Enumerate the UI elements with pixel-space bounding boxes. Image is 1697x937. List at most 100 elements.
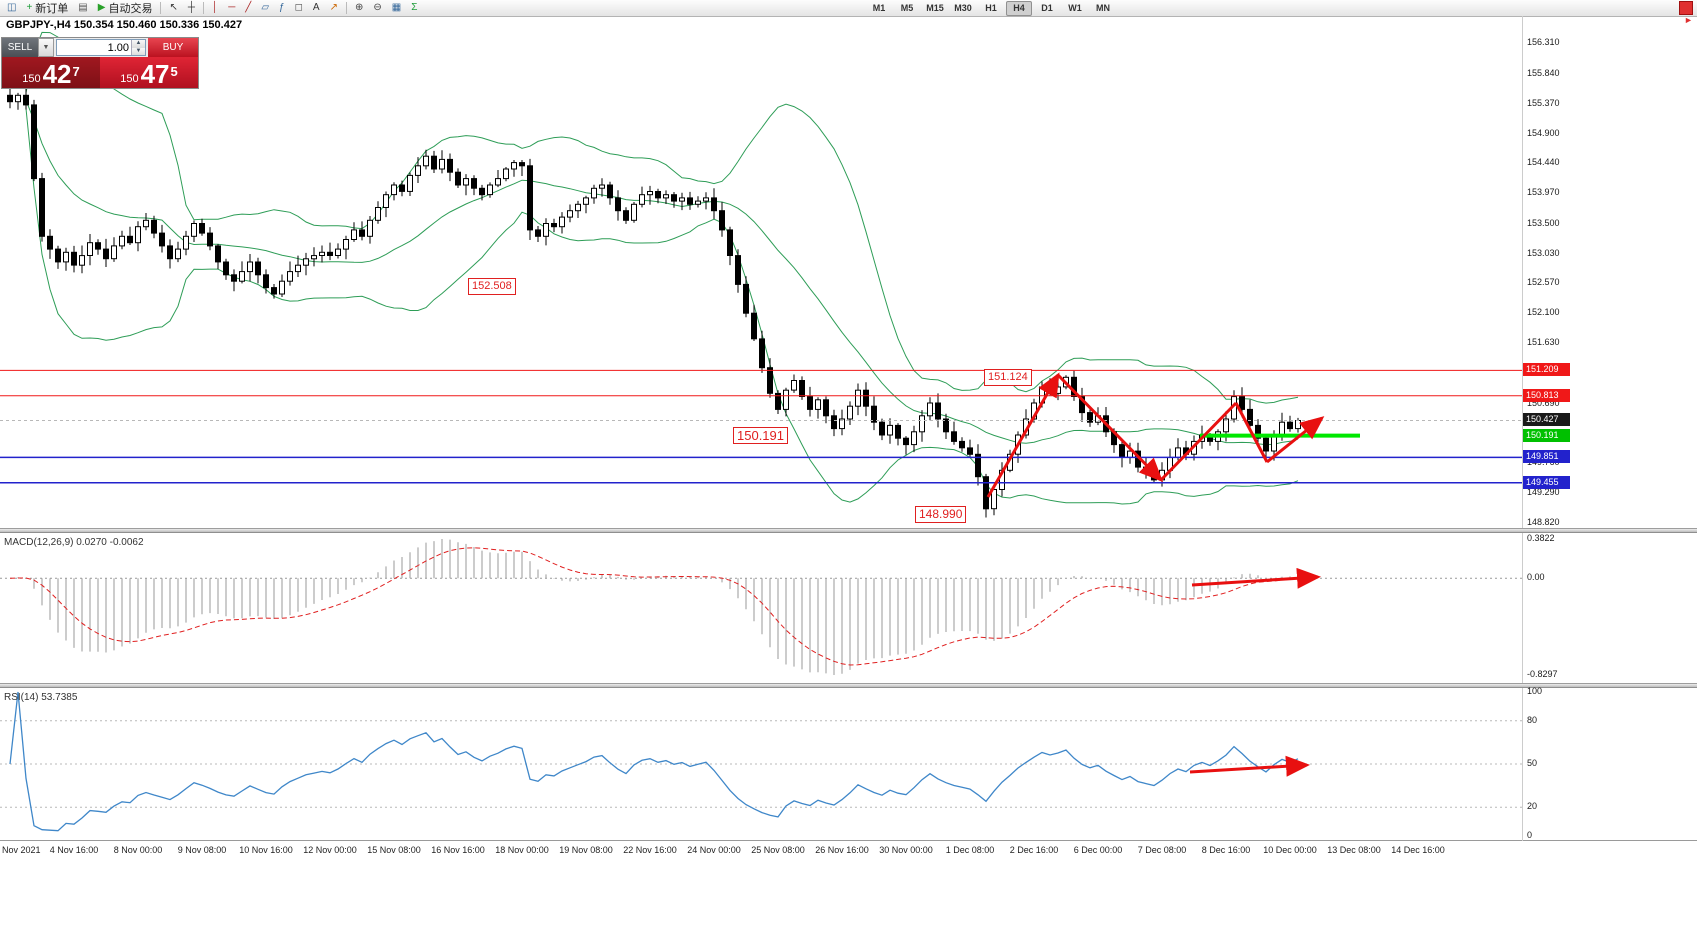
vertical-line-tool-icon[interactable]: │ bbox=[208, 0, 222, 16]
candle bbox=[1055, 386, 1061, 394]
candle bbox=[663, 194, 669, 199]
timeframe-toolbar: M1 M5 M15 M30 H1 H4 D1 W1 MN bbox=[865, 0, 1117, 16]
time-axis-label: 4 Nov 16:00 bbox=[49, 845, 99, 855]
rsi-axis-label: 20 bbox=[1527, 801, 1538, 812]
macd-indicator-label: MACD(12,26,9) 0.0270 -0.0062 bbox=[4, 537, 144, 548]
toolbar-right-red-icon[interactable] bbox=[1679, 1, 1693, 15]
vertical-line-tool-icon: │ bbox=[211, 2, 219, 13]
channel-tool-icon[interactable]: ▱ bbox=[257, 0, 273, 16]
candle bbox=[367, 219, 373, 237]
candle bbox=[935, 402, 941, 420]
timeframe-button-h1[interactable]: H1 bbox=[985, 2, 997, 13]
candle bbox=[671, 194, 677, 202]
candle bbox=[863, 389, 869, 407]
timeframe-button-mn[interactable]: MN bbox=[1096, 2, 1110, 13]
candle bbox=[831, 415, 837, 430]
order-type-dropdown[interactable]: ▼ bbox=[38, 38, 54, 57]
volume-input[interactable] bbox=[57, 40, 131, 55]
shapes-tool-icon[interactable]: ◻ bbox=[291, 0, 307, 16]
candle bbox=[559, 216, 565, 228]
candle bbox=[39, 178, 45, 237]
toolbar-separator bbox=[202, 2, 204, 14]
text-tool-icon[interactable]: A bbox=[309, 0, 324, 16]
price-tag: 149.455 bbox=[1523, 475, 1570, 489]
zoom-out-icon[interactable]: ⊖ bbox=[369, 0, 385, 16]
indicators-icon: Σ bbox=[411, 2, 418, 13]
timeframe-button-w1[interactable]: W1 bbox=[1068, 2, 1082, 13]
buy-price-base: 150 bbox=[120, 73, 139, 85]
candle bbox=[919, 415, 925, 433]
auto-trading-button-label: 自动交易 bbox=[108, 3, 153, 15]
panel-separator[interactable] bbox=[0, 683, 1697, 688]
timeframe-button-d1[interactable]: D1 bbox=[1041, 2, 1053, 13]
trendline-tool-icon[interactable]: ╱ bbox=[241, 0, 255, 16]
chart-profiles-icon: ▤ bbox=[78, 2, 88, 13]
volume-up-icon[interactable]: ▲ bbox=[132, 40, 145, 48]
candle bbox=[335, 248, 341, 257]
macd-signal-line bbox=[9, 547, 1299, 666]
toolbar: ◫ + 新订单 ▤ ▶ 自动交易 ↖ ┼ │ ─ ╱ ▱ ƒ ◻ A ↗ ⊕ ⊖ ▦ Σ M1 M5 M15 M30 H1 H4… bbox=[0, 0, 1697, 17]
trend-arrow bbox=[1266, 416, 1325, 464]
volume-down-icon[interactable]: ▼ bbox=[132, 47, 145, 55]
timeframe-button-m1[interactable]: M1 bbox=[872, 2, 886, 13]
arrow-tool-icon: ↗ bbox=[329, 2, 338, 13]
candle bbox=[95, 242, 101, 250]
candle bbox=[527, 165, 533, 231]
candle bbox=[1223, 418, 1229, 433]
candle bbox=[695, 200, 701, 205]
cursor-tool-icon[interactable]: ↖ bbox=[165, 0, 181, 16]
buy-price-pips: 47 bbox=[140, 59, 170, 89]
auto-trading-button[interactable]: ▶ 自动交易 bbox=[94, 0, 157, 16]
timeframe-button-m5[interactable]: M5 bbox=[900, 2, 914, 13]
chart-profiles-icon[interactable]: ▤ bbox=[74, 0, 91, 16]
candle bbox=[943, 418, 949, 433]
candle bbox=[703, 197, 709, 202]
candle bbox=[87, 242, 93, 256]
candle bbox=[951, 431, 957, 442]
fibonacci-tool-icon[interactable]: ƒ bbox=[275, 0, 289, 16]
candle bbox=[311, 255, 317, 260]
buy-button[interactable]: BUY bbox=[148, 38, 198, 57]
candle bbox=[303, 258, 309, 266]
tile-windows-icon[interactable]: ▦ bbox=[388, 0, 405, 16]
new-chart-icon[interactable]: ◫ bbox=[3, 0, 20, 16]
arrow-tool-icon[interactable]: ↗ bbox=[326, 0, 342, 16]
horizontal-line-tool-icon[interactable]: ─ bbox=[224, 0, 239, 16]
macd-panel[interactable] bbox=[0, 533, 1522, 683]
crosshair-tool-icon[interactable]: ┼ bbox=[184, 0, 199, 16]
candle bbox=[207, 232, 213, 247]
time-axis-label: 1 Dec 08:00 bbox=[945, 845, 995, 855]
rsi-line bbox=[9, 691, 1299, 832]
time-axis-label: 8 Dec 16:00 bbox=[1201, 845, 1251, 855]
timeframe-button-h4[interactable]: H4 bbox=[1006, 0, 1032, 16]
sell-button[interactable]: SELL bbox=[2, 38, 38, 57]
toolbar-left-group: ◫ + 新订单 ▤ ▶ 自动交易 ↖ ┼ │ ─ ╱ ▱ ƒ ◻ A ↗ ⊕ ⊖ ▦ Σ bbox=[2, 0, 422, 16]
chart-ohlc-header: GBPJPY-,H4 150.354 150.460 150.336 150.4… bbox=[6, 19, 243, 31]
price-tick-label: 148.820 bbox=[1527, 517, 1560, 528]
candle bbox=[455, 171, 461, 186]
sell-price-display[interactable]: 150 42 7 bbox=[2, 57, 100, 88]
indicators-icon[interactable]: Σ bbox=[407, 0, 421, 16]
volume-stepper: ▲ ▼ bbox=[131, 40, 145, 55]
new-order-button[interactable]: + 新订单 bbox=[22, 0, 72, 16]
chart-scroll-arrow-icon[interactable]: ► bbox=[1684, 15, 1693, 25]
candle bbox=[47, 235, 53, 250]
candle bbox=[1295, 420, 1301, 430]
price-tick-label: 152.100 bbox=[1527, 307, 1560, 318]
buy-price-display[interactable]: 150 47 5 bbox=[100, 57, 198, 88]
price-chart[interactable] bbox=[0, 28, 1522, 528]
timeframe-button-m15[interactable]: M15 bbox=[926, 2, 944, 13]
panel-separator[interactable] bbox=[0, 528, 1697, 533]
candle bbox=[183, 235, 189, 250]
new-order-button-label: 新订单 bbox=[35, 3, 69, 15]
time-axis-border bbox=[0, 840, 1697, 841]
rsi-panel[interactable] bbox=[0, 688, 1522, 840]
zoom-out-icon: ⊖ bbox=[373, 2, 382, 13]
rsi-axis-label: 80 bbox=[1527, 714, 1538, 725]
candle bbox=[471, 178, 477, 189]
timeframe-button-m30[interactable]: M30 bbox=[954, 2, 972, 13]
zoom-in-icon[interactable]: ⊕ bbox=[351, 0, 367, 16]
candle bbox=[711, 197, 717, 212]
candle bbox=[751, 312, 757, 340]
